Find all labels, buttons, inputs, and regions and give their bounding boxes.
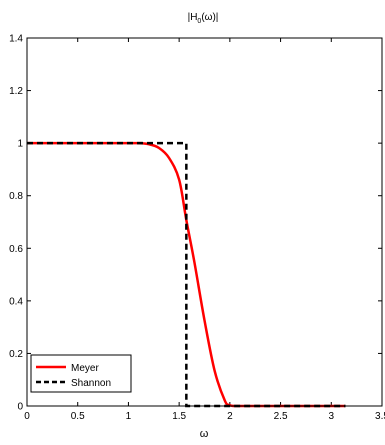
- tick-group: 0 0.5 1 1.5 2 2.5 3 3.5 0 0.2 0.4 0.6 0.8 1 1.2 1.4: [9, 34, 385, 423]
- y-tick-label: 0.2: [9, 349, 23, 360]
- x-tick-label: 2: [227, 411, 233, 422]
- x-tick-label: 3: [329, 411, 335, 422]
- x-axis-label: ω: [200, 428, 209, 440]
- y-tick-label: 1: [17, 139, 23, 150]
- chart-title: |H0(ω)|: [188, 12, 219, 25]
- legend: Meyer Shannon: [30, 354, 132, 393]
- y-tick-label: 1.4: [9, 34, 23, 45]
- legend-label-shannon: Shannon: [71, 378, 111, 389]
- legend-box: [30, 354, 132, 393]
- legend-label-meyer: Meyer: [71, 363, 99, 374]
- y-tick-label: 0.4: [9, 296, 23, 307]
- y-tick-label: 0: [17, 402, 23, 413]
- x-tick-label: 3.5: [375, 411, 385, 422]
- x-tick-label: 1.5: [172, 411, 186, 422]
- x-tick-label: 0.5: [71, 411, 85, 422]
- x-tick-label: 0: [24, 411, 30, 422]
- y-tick-label: 1.2: [9, 86, 23, 97]
- y-tick-label: 0.6: [9, 244, 23, 255]
- chart-title-main: |H: [188, 12, 198, 23]
- y-tick-label: 0.8: [9, 191, 23, 202]
- plot-area: [26, 37, 383, 407]
- x-tick-label: 1: [126, 411, 132, 422]
- chart-title-rest: (ω)|: [201, 12, 218, 23]
- chart-title-sub: 0: [197, 18, 201, 25]
- x-tick-label: 2.5: [274, 411, 288, 422]
